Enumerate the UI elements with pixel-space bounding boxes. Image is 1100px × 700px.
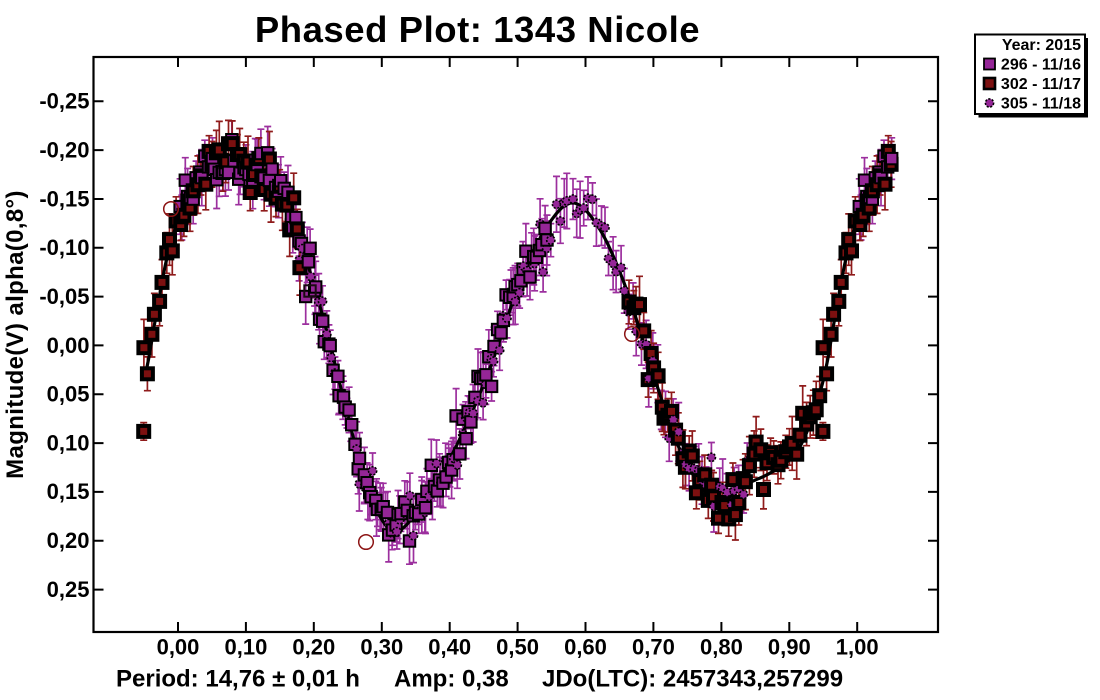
svg-text:0,30: 0,30 xyxy=(360,635,403,660)
svg-text:0,80: 0,80 xyxy=(700,635,743,660)
svg-text:-0,10: -0,10 xyxy=(39,235,89,260)
svg-text:0,25: 0,25 xyxy=(47,577,90,602)
svg-text:Year: 2015: Year: 2015 xyxy=(1002,37,1081,54)
svg-text:Period: 14,76 ± 0,01 h: Period: 14,76 ± 0,01 h xyxy=(116,665,360,692)
svg-text:0,90: 0,90 xyxy=(768,635,811,660)
svg-text:0,20: 0,20 xyxy=(47,528,90,553)
svg-text:-0,05: -0,05 xyxy=(39,284,89,309)
svg-text:0,05: 0,05 xyxy=(47,382,90,407)
svg-text:Phased Plot: 1343 Nicole: Phased Plot: 1343 Nicole xyxy=(255,9,700,50)
svg-text:0,10: 0,10 xyxy=(224,635,267,660)
svg-text:Magnitude(V) alpha(0,8°): Magnitude(V) alpha(0,8°) xyxy=(2,190,29,479)
svg-text:0,00: 0,00 xyxy=(47,333,90,358)
svg-text:0,15: 0,15 xyxy=(47,479,90,504)
svg-text:JDo(LTC): 2457343,257299: JDo(LTC): 2457343,257299 xyxy=(542,665,843,692)
svg-text:-0,20: -0,20 xyxy=(39,137,89,162)
svg-text:Amp: 0,38: Amp: 0,38 xyxy=(394,665,509,692)
svg-text:0,60: 0,60 xyxy=(564,635,607,660)
svg-text:0,50: 0,50 xyxy=(496,635,539,660)
svg-text:0,40: 0,40 xyxy=(428,635,471,660)
svg-text:-0,15: -0,15 xyxy=(39,186,89,211)
svg-text:-0,25: -0,25 xyxy=(39,89,89,114)
svg-text:296 - 11/16: 296 - 11/16 xyxy=(1001,57,1081,74)
svg-text:0,10: 0,10 xyxy=(47,430,90,455)
svg-text:1,00: 1,00 xyxy=(836,635,879,660)
svg-text:302 - 11/17: 302 - 11/17 xyxy=(1001,76,1081,93)
svg-text:0,00: 0,00 xyxy=(157,635,200,660)
svg-text:0,70: 0,70 xyxy=(632,635,675,660)
svg-text:305 - 11/18: 305 - 11/18 xyxy=(1001,96,1081,113)
svg-text:0,20: 0,20 xyxy=(292,635,335,660)
